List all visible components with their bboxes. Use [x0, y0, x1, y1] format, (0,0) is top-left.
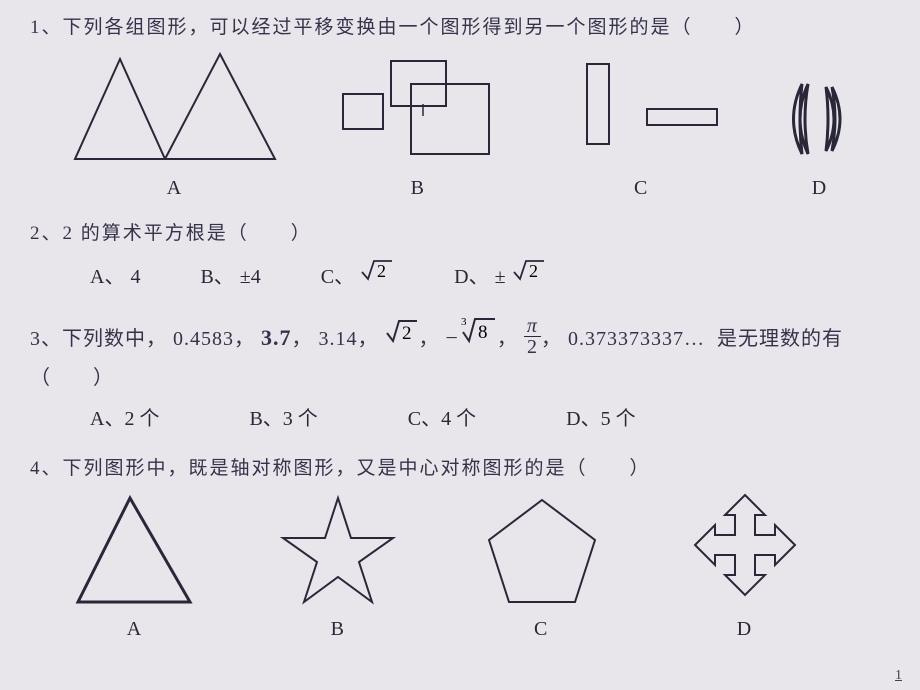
q2-opt-d: D、 ± 2: [454, 257, 545, 289]
q1-figures: A B C: [30, 49, 890, 200]
q4-option-b: B: [273, 490, 403, 641]
question-3: 3、下列数中， 0.4583， 3.7， 3.14， 2 ， − 3 8 ， π: [30, 315, 890, 431]
q4-text: 4、下列图形中，既是轴对称图形，又是中心对称图形的是（ ）: [30, 453, 890, 480]
q4-option-a: A: [70, 490, 200, 641]
q1-text: 1、下列各组图形，可以经过平移变换由一个图形得到另一个图形的是（ ）: [30, 12, 890, 39]
q3-text: 3、下列数中， 0.4583， 3.7， 3.14， 2 ， − 3 8 ， π: [30, 315, 890, 390]
svg-text:2: 2: [402, 323, 413, 344]
q3-n2: 3.7: [261, 325, 292, 350]
q1-label-d: D: [812, 177, 828, 200]
q1-option-a: A: [70, 49, 280, 200]
q3-n3: 3.14: [319, 328, 358, 350]
q3-pi2: π 2: [524, 316, 541, 357]
q1-option-c: C: [557, 59, 727, 200]
q2-c-val: 2: [360, 257, 394, 283]
q4-label-a: A: [127, 618, 143, 641]
q1-shape-rects: [557, 59, 727, 169]
q4-label-d: D: [737, 618, 753, 641]
q4-figures: A B C D: [30, 490, 890, 641]
page-number: 1: [895, 668, 902, 684]
svg-text:2: 2: [529, 261, 538, 281]
q2-opt-b: B、 ±4: [200, 260, 260, 289]
q2-text: 2、2 的算术平方根是（ ）: [30, 218, 890, 245]
q2-b-val: ±4: [240, 266, 261, 289]
question-4: 4、下列图形中，既是轴对称图形，又是中心对称图形的是（ ） A B C: [30, 453, 890, 641]
q4-shape-arrows: [680, 490, 810, 610]
q1-option-b: B: [333, 49, 503, 200]
svg-text:8: 8: [478, 322, 489, 343]
q4-label-b: B: [331, 618, 346, 641]
q2-options: A、 4 B、 ±4 C、 2 D、 ±: [30, 257, 890, 289]
q4-option-d: D: [680, 490, 810, 641]
q2-c-label: C、: [321, 260, 354, 289]
svg-text:3: 3: [461, 316, 468, 328]
q3-options: A、2 个 B、3 个 C、4 个 D、5 个: [30, 402, 890, 431]
question-1: 1、下列各组图形，可以经过平移变换由一个图形得到另一个图形的是（ ） A B: [30, 12, 890, 200]
q3-sqrt2: 2: [385, 317, 419, 345]
q3-prefix: 3、下列数中，: [30, 328, 167, 350]
svg-text:2: 2: [377, 261, 386, 281]
q2-a-val: 4: [130, 266, 140, 289]
q3-cbrt8: − 3 8: [446, 315, 497, 351]
q1-shape-squares: [333, 49, 503, 169]
q4-label-c: C: [534, 618, 549, 641]
q2-opt-c: C、 2: [321, 257, 394, 289]
q3-n7: 0.373373337…: [568, 328, 705, 350]
q1-label-a: A: [167, 177, 183, 200]
q1-shape-two-triangles: [70, 49, 280, 169]
q3-opt-c: C、4 个: [408, 402, 476, 431]
q3-opt-a: A、2 个: [90, 402, 159, 431]
q3-opt-b: B、3 个: [249, 402, 317, 431]
q3-opt-d: D、5 个: [566, 402, 635, 431]
q4-shape-pentagon: [477, 490, 607, 610]
q4-shape-star: [273, 490, 403, 610]
q4-option-c: C: [477, 490, 607, 641]
q2-a-label: A、: [90, 260, 124, 289]
q2-d-val: 2: [512, 257, 546, 283]
q4-shape-triangle: [70, 490, 200, 610]
q1-label-c: C: [634, 177, 649, 200]
q2-d-pm: ±: [495, 266, 506, 289]
q1-label-b: B: [411, 177, 426, 200]
q2-b-label: B、: [200, 260, 233, 289]
question-2: 2、2 的算术平方根是（ ） A、 4 B、 ±4 C、 2 D: [30, 218, 890, 289]
q1-option-d: D: [780, 69, 860, 200]
q1-shape-crescents: [780, 69, 860, 169]
q2-d-label: D、: [454, 260, 488, 289]
q2-opt-a: A、 4: [90, 260, 140, 289]
q3-n1: 0.4583: [173, 328, 234, 350]
